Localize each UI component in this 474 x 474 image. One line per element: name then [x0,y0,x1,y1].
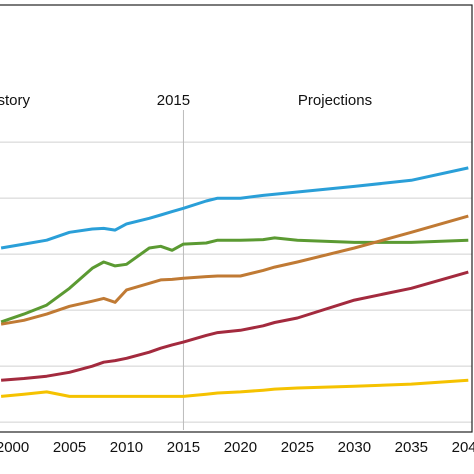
x-tick-label: 2005 [53,439,86,456]
x-tick-label: 2020 [224,439,257,456]
annotation: History [0,92,30,109]
x-tick-label: 2025 [281,439,314,456]
annotation: 2015 [157,92,190,109]
series-line [0,236,469,324]
x-tick-label: 2000 [0,439,29,456]
x-tick-label: 2040 [452,439,474,456]
series-line [0,166,469,250]
series-line [0,214,469,326]
series-line [0,378,469,398]
series-line [0,270,469,382]
x-tick-label: 2010 [110,439,143,456]
plot-frame [0,4,473,433]
x-tick-label: 2030 [338,439,371,456]
annotation: Projections [298,92,372,109]
x-tick-label: 2035 [395,439,428,456]
x-tick-label: 2015 [167,439,200,456]
